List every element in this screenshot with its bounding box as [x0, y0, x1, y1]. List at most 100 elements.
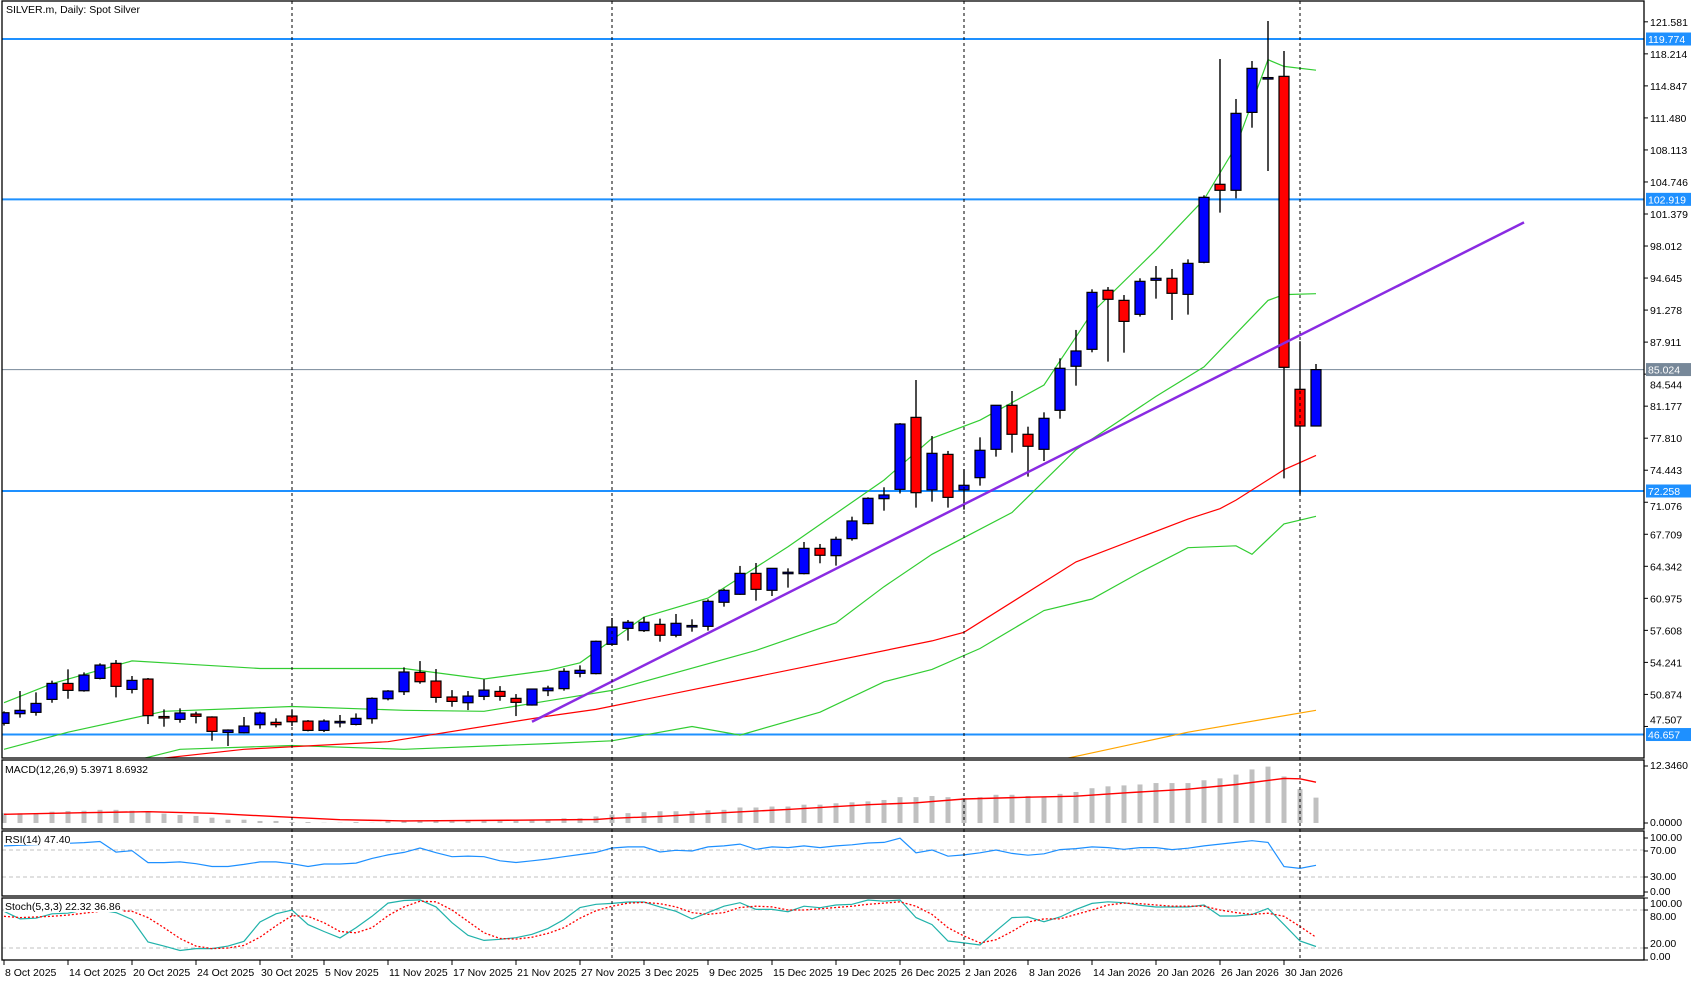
candle[interactable]	[222, 729, 234, 747]
trendline[interactable]	[531, 221, 1525, 723]
macd-histogram-bar	[961, 798, 967, 823]
candle[interactable]	[1006, 391, 1018, 453]
candle[interactable]	[910, 379, 922, 508]
candle[interactable]	[526, 688, 538, 706]
candle[interactable]	[1214, 59, 1226, 213]
candle[interactable]	[350, 713, 362, 726]
candle[interactable]	[478, 679, 490, 701]
candle[interactable]	[1198, 195, 1210, 264]
candle[interactable]	[366, 697, 378, 724]
candle[interactable]	[30, 692, 42, 716]
candle[interactable]	[94, 663, 106, 680]
candle[interactable]	[926, 436, 938, 502]
candle[interactable]	[846, 516, 858, 541]
candle[interactable]	[782, 568, 794, 588]
candle[interactable]	[494, 686, 506, 701]
candle[interactable]	[270, 718, 282, 728]
candle[interactable]	[14, 691, 26, 718]
candle[interactable]	[1102, 287, 1114, 362]
candle[interactable]	[638, 616, 650, 632]
candle[interactable]	[1310, 363, 1322, 427]
candle[interactable]	[654, 618, 666, 642]
candle[interactable]	[190, 711, 202, 724]
candle[interactable]	[158, 709, 170, 727]
candle[interactable]	[622, 619, 634, 641]
candle[interactable]	[686, 619, 698, 632]
candle[interactable]	[446, 690, 458, 707]
candle[interactable]	[702, 599, 714, 631]
candle[interactable]	[974, 437, 986, 486]
candle[interactable]	[238, 717, 250, 734]
price-axis[interactable]: 121.581 118.214 114.847 111.480 108.113 104.7…	[1644, 17, 1691, 963]
candle[interactable]	[382, 690, 394, 701]
candle[interactable]	[542, 685, 554, 697]
candle[interactable]	[62, 669, 74, 699]
candle[interactable]	[814, 543, 826, 564]
candle[interactable]	[1118, 295, 1130, 353]
candle[interactable]	[670, 613, 682, 638]
candle-body	[94, 664, 106, 679]
candle[interactable]	[1182, 259, 1194, 315]
candle[interactable]	[862, 497, 874, 525]
candle[interactable]	[334, 715, 346, 728]
candle[interactable]	[1038, 412, 1050, 462]
candle[interactable]	[0, 711, 10, 726]
rsi-pane[interactable]	[2, 837, 1644, 878]
candle[interactable]	[1230, 98, 1242, 199]
candle[interactable]	[1134, 278, 1146, 317]
candle[interactable]	[46, 680, 58, 703]
candle[interactable]	[110, 660, 122, 698]
macd-pane[interactable]	[2, 766, 1319, 823]
candle[interactable]	[462, 691, 474, 711]
candle[interactable]	[878, 487, 890, 511]
candle[interactable]	[734, 565, 746, 595]
candle-body	[878, 494, 890, 500]
indicator-axis-label: 70.00	[1650, 845, 1676, 857]
candle[interactable]	[558, 668, 570, 691]
candle[interactable]	[1262, 20, 1274, 171]
stoch-label-background	[4, 900, 122, 912]
macd-histogram-bar	[497, 820, 503, 823]
candle[interactable]	[1022, 426, 1034, 477]
candle-body	[526, 688, 538, 706]
candle[interactable]	[430, 669, 442, 703]
candle[interactable]	[590, 640, 602, 675]
candle[interactable]	[1054, 358, 1066, 419]
candle[interactable]	[766, 567, 778, 597]
candle[interactable]	[142, 678, 154, 725]
date-axis[interactable]: 8 Oct 2025 14 Oct 2025 20 Oct 2025 24 Oct 2…	[3, 960, 1343, 979]
candle[interactable]	[1278, 51, 1290, 479]
candle[interactable]	[1166, 268, 1178, 320]
candle[interactable]	[798, 541, 810, 575]
candle[interactable]	[1086, 289, 1098, 353]
candle[interactable]	[126, 676, 138, 694]
candle[interactable]	[174, 708, 186, 723]
candle[interactable]	[398, 667, 410, 696]
candle[interactable]	[750, 562, 762, 601]
candle[interactable]	[302, 720, 314, 732]
candle-body	[910, 416, 922, 494]
candle[interactable]	[990, 404, 1002, 457]
main-price-pane[interactable]	[0, 20, 1644, 784]
candle[interactable]	[78, 672, 90, 692]
candle[interactable]	[254, 711, 266, 729]
stochastic-pane[interactable]	[2, 899, 1644, 952]
candle[interactable]	[830, 536, 842, 566]
candle[interactable]	[1150, 266, 1162, 299]
candle[interactable]	[414, 661, 426, 684]
candle[interactable]	[206, 716, 218, 741]
candle[interactable]	[1070, 329, 1082, 386]
macd-histogram-bar	[1313, 797, 1319, 823]
candle[interactable]	[718, 588, 730, 607]
macd-pane-frame	[1, 759, 1645, 830]
candle-body	[302, 720, 314, 732]
price-tick-label: 87.911	[1650, 337, 1681, 349]
candle-body	[254, 712, 266, 726]
candle[interactable]	[510, 694, 522, 717]
candle[interactable]	[942, 450, 954, 508]
candle[interactable]	[574, 665, 586, 678]
candle[interactable]	[1246, 61, 1258, 128]
candle[interactable]	[318, 719, 330, 733]
candle[interactable]	[894, 423, 906, 494]
